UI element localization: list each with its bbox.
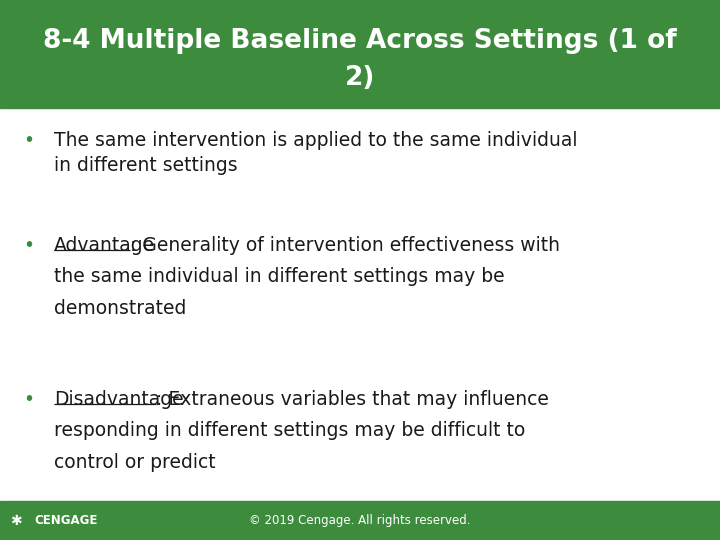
Text: 8-4 Multiple Baseline Across Settings (1 of: 8-4 Multiple Baseline Across Settings (1… bbox=[43, 28, 677, 54]
Text: demonstrated: demonstrated bbox=[54, 299, 186, 318]
Text: © 2019 Cengage. All rights reserved.: © 2019 Cengage. All rights reserved. bbox=[249, 514, 471, 527]
Text: responding in different settings may be difficult to: responding in different settings may be … bbox=[54, 421, 526, 440]
Text: 2): 2) bbox=[345, 65, 375, 91]
Text: Advantage: Advantage bbox=[54, 236, 155, 255]
Text: the same individual in different settings may be: the same individual in different setting… bbox=[54, 267, 505, 286]
Text: ✱: ✱ bbox=[10, 514, 22, 528]
Bar bbox=[0, 501, 720, 540]
Text: •: • bbox=[23, 236, 35, 255]
Text: : Generality of intervention effectiveness with: : Generality of intervention effectivene… bbox=[130, 236, 560, 255]
Text: CENGAGE: CENGAGE bbox=[35, 514, 98, 527]
Text: : Extraneous variables that may influence: : Extraneous variables that may influenc… bbox=[156, 390, 549, 409]
Text: Disadvantage: Disadvantage bbox=[54, 390, 184, 409]
Text: •: • bbox=[23, 390, 35, 409]
Bar bbox=[0, 0, 720, 108]
Text: The same intervention is applied to the same individual
in different settings: The same intervention is applied to the … bbox=[54, 131, 577, 176]
Text: control or predict: control or predict bbox=[54, 453, 215, 471]
Text: •: • bbox=[23, 131, 35, 150]
